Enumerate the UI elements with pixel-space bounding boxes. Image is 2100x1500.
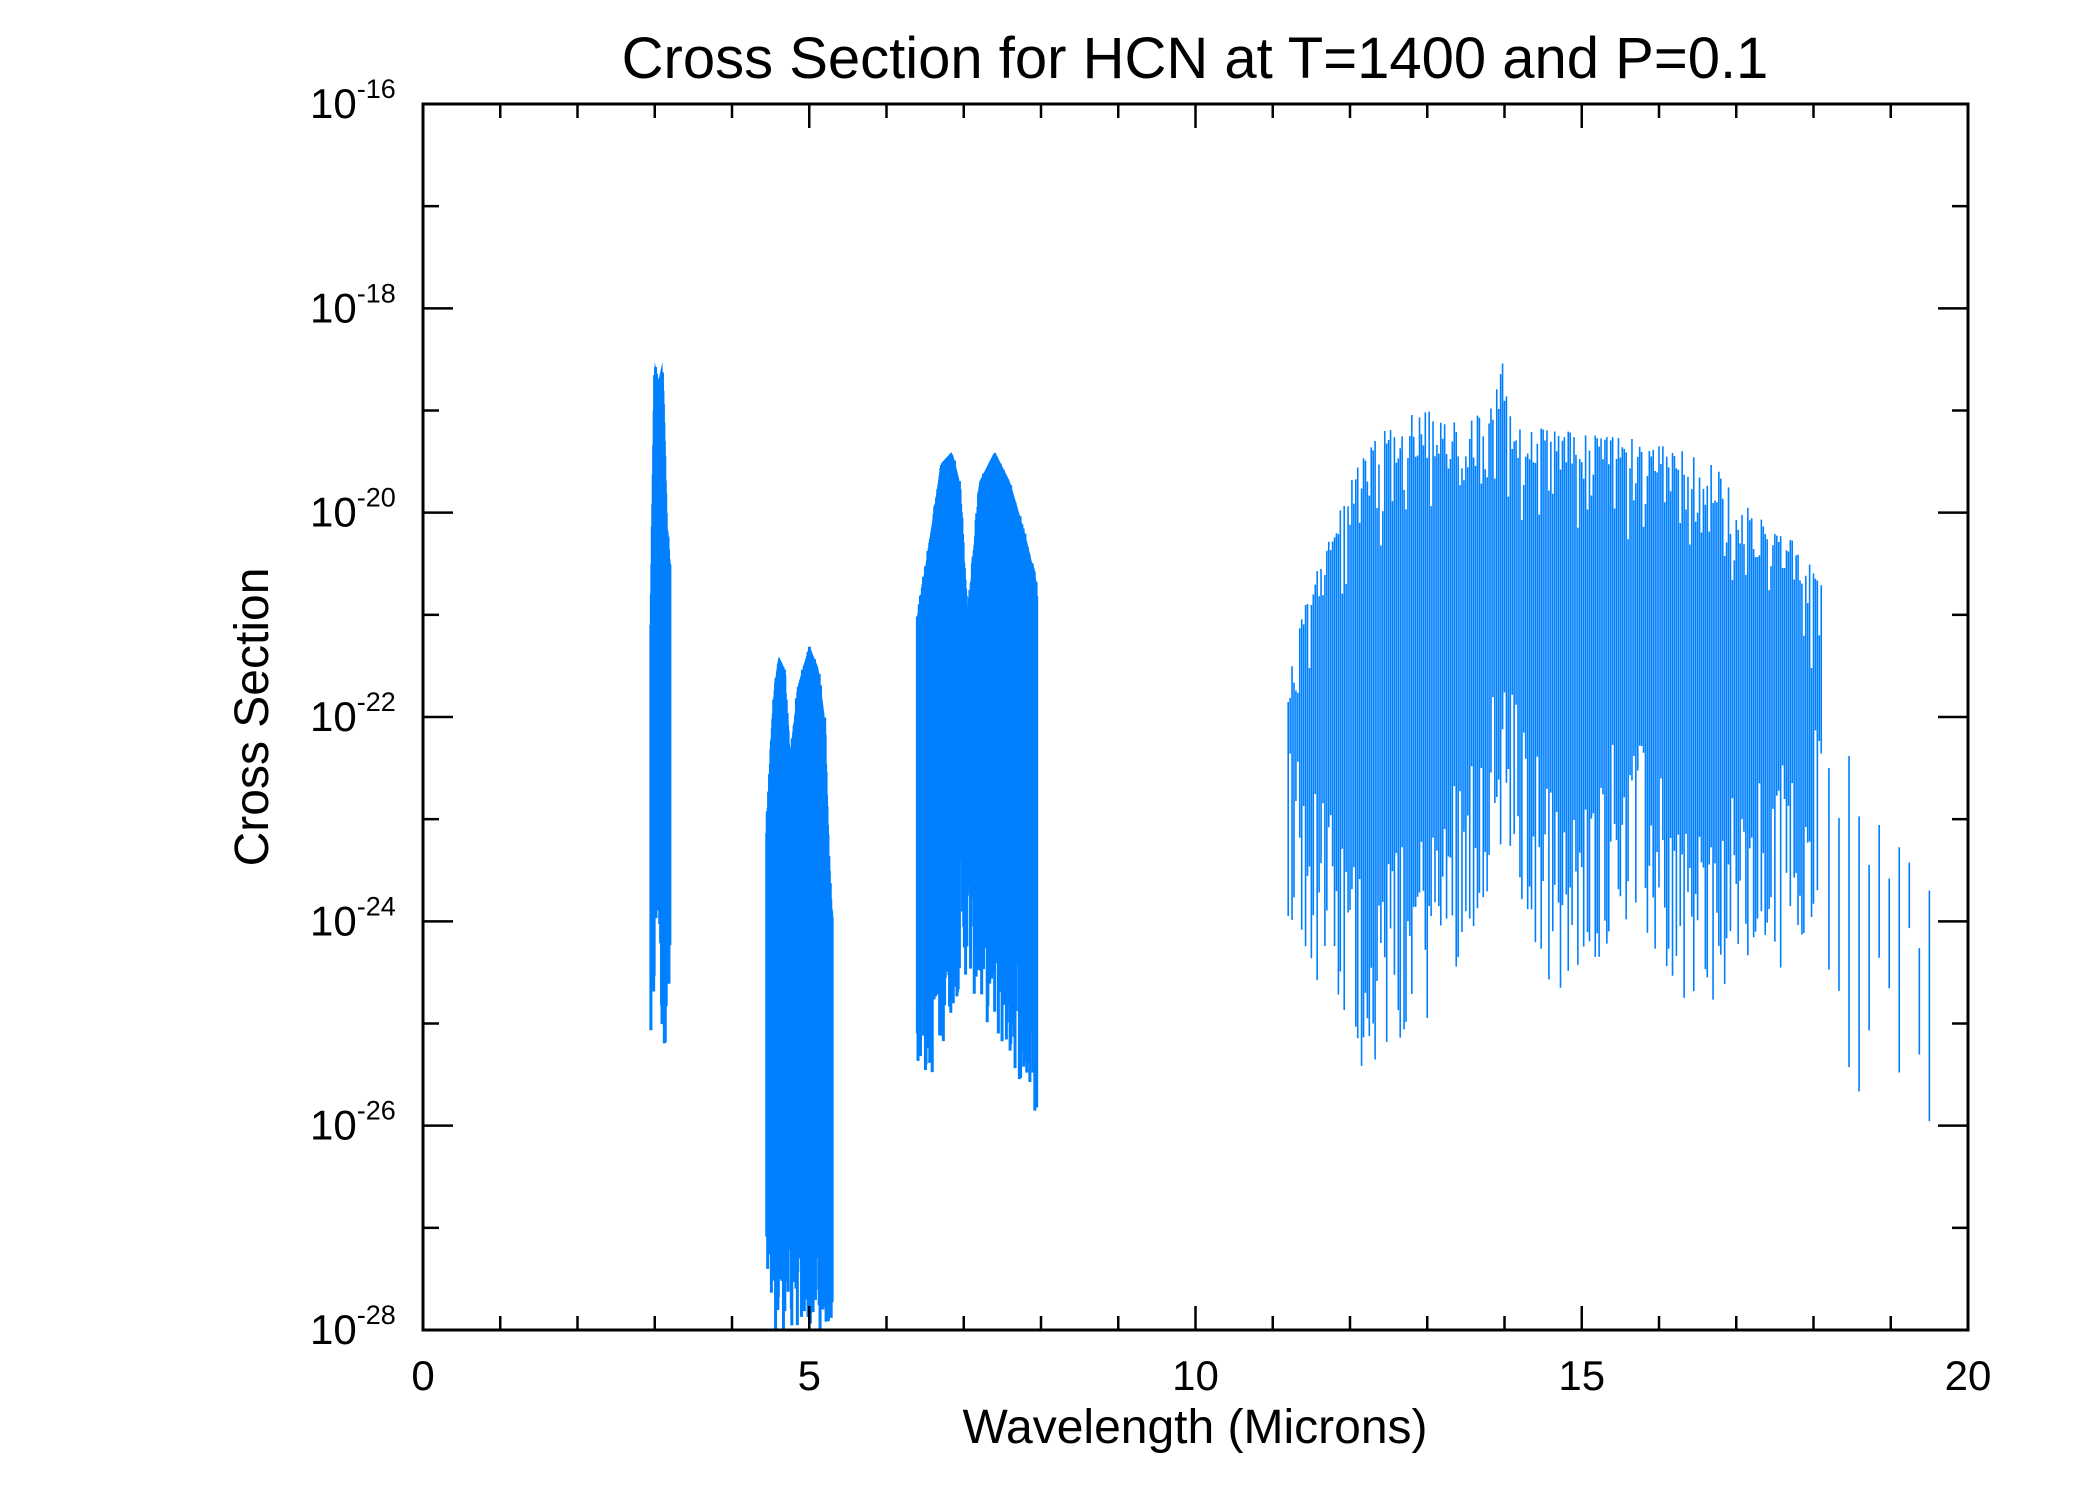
band-envelope <box>917 452 1038 973</box>
x-tick-label: 15 <box>1558 1352 1605 1399</box>
y-tick-label: 10-24 <box>310 891 396 944</box>
x-axis-label: Wavelength (Microns) <box>962 1401 1427 1454</box>
x-tick-label: 0 <box>411 1352 434 1399</box>
spectrum-lines <box>649 361 1931 1330</box>
chart-title: Cross Section for HCN at T=1400 and P=0.… <box>622 26 1769 91</box>
y-tick-label: 10-22 <box>310 687 396 740</box>
y-tick-label: 10-28 <box>310 1300 396 1353</box>
x-tick-label: 5 <box>798 1352 821 1399</box>
y-tick-label: 10-18 <box>310 278 396 331</box>
x-tick-label: 10 <box>1172 1352 1219 1399</box>
x-axis: 0 5 10 15 20 <box>411 104 1991 1399</box>
x-tick-label: 20 <box>1945 1352 1992 1399</box>
band-envelope <box>766 646 833 1177</box>
y-axis-label: Cross Section <box>226 568 279 867</box>
band-envelope <box>650 361 671 924</box>
y-tick-label: 10-16 <box>310 74 396 127</box>
y-tick-label: 10-26 <box>310 1096 396 1149</box>
y-axis: 10-16 10-18 10-20 10-22 10-24 10-26 10-28 <box>310 74 1968 1353</box>
y-tick-label: 10-20 <box>310 483 396 536</box>
